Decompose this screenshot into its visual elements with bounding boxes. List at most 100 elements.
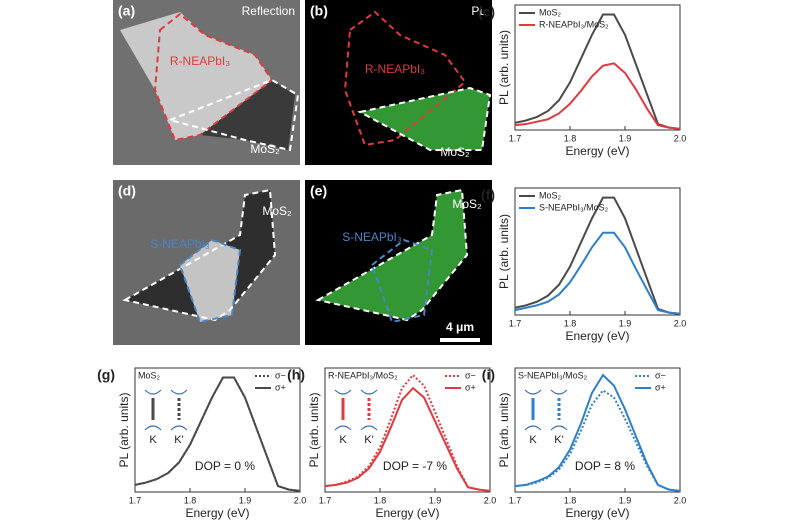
region-label: R-NEAPbI₃	[365, 62, 425, 76]
pl-curve	[324, 386, 491, 492]
y-axis-label: PL (arb. units)	[117, 393, 131, 468]
outline	[166, 78, 300, 152]
valley-band	[170, 389, 188, 431]
pl-curve	[514, 373, 681, 492]
x-tick-label: 1.7	[319, 495, 332, 505]
pl-curve	[134, 376, 301, 492]
substrate	[200, 80, 295, 150]
panel-label: (i)	[482, 367, 495, 383]
x-tick-label: 1.7	[509, 133, 522, 143]
x-tick-label: 1.9	[429, 495, 442, 505]
panel-label: (f)	[481, 187, 495, 203]
region-label: S-NEAPbI₃	[150, 237, 210, 251]
corner-label: Reflection	[242, 4, 295, 18]
outline	[122, 188, 277, 322]
panel-label: (h)	[287, 367, 305, 383]
legend-label: σ+	[465, 382, 476, 392]
valley-label: K	[149, 434, 157, 446]
plot-frame	[134, 367, 301, 493]
x-tick-label: 1.7	[509, 318, 522, 328]
inset-title: R-NEAPbI₃/MoS₂	[328, 370, 398, 380]
x-tick-label: 2.0	[294, 495, 307, 505]
x-axis-label: Energy (eV)	[375, 506, 439, 520]
scale-label: 4 μm	[446, 320, 474, 334]
y-axis-label: PL (arb. units)	[497, 393, 511, 468]
valley-band	[334, 389, 352, 431]
image-panel: (d) S-NEAPbI₃ MoS₂	[113, 180, 300, 345]
pl-curve	[134, 376, 301, 492]
x-tick-label: 2.0	[674, 495, 687, 505]
pl-region	[318, 190, 467, 320]
region-label: MoS₂	[440, 145, 470, 159]
annotation: DOP = 0 %	[195, 459, 255, 473]
region-label: MoS₂	[452, 197, 482, 211]
annotation: DOP = 8 %	[575, 459, 635, 473]
valley-band	[550, 389, 568, 431]
corner-label: PL	[471, 4, 486, 18]
x-tick-label: 1.7	[129, 495, 142, 505]
image-panel: (b) PL R-NEAPbI₃ MoS₂	[305, 0, 492, 165]
x-axis-label: Energy (eV)	[565, 506, 629, 520]
x-tick-label: 1.9	[619, 133, 632, 143]
inset-title: S-NEAPbI₃/MoS₂	[518, 370, 588, 380]
flake	[120, 12, 272, 140]
pl-curve	[514, 62, 681, 130]
legend-label: σ+	[655, 382, 666, 392]
valley-label: K	[529, 434, 537, 446]
valley-band	[144, 389, 162, 431]
panel-label: (c)	[478, 4, 495, 20]
outline	[343, 10, 467, 147]
x-tick-label: 1.9	[239, 495, 252, 505]
legend-label: σ+	[275, 382, 286, 392]
image-panel: (e) S-NEAPbI₃ MoS₂ 4 μm	[305, 180, 492, 345]
x-tick-label: 1.8	[564, 495, 577, 505]
x-axis-label: Energy (eV)	[565, 329, 629, 343]
pl-curve	[514, 13, 681, 130]
pl-curve	[514, 231, 681, 315]
outline	[153, 12, 274, 142]
inset-title: MoS₂	[138, 370, 161, 380]
x-tick-label: 2.0	[674, 318, 687, 328]
x-tick-label: 2.0	[674, 133, 687, 143]
plot-frame	[514, 367, 681, 493]
panel-label: (b)	[310, 3, 328, 19]
legend-label: σ−	[655, 370, 666, 380]
valley-band	[524, 389, 542, 431]
legend-label: σ−	[275, 370, 286, 380]
plot-frame	[514, 187, 681, 316]
x-tick-label: 1.8	[184, 495, 197, 505]
y-axis-label: PL (arb. units)	[307, 393, 321, 468]
legend-label: S-NEAPbI₃/MoS₂	[539, 202, 609, 212]
region-label: R-NEAPbI₃	[170, 54, 230, 68]
outline	[370, 238, 434, 324]
x-tick-label: 1.7	[509, 495, 522, 505]
valley-label: K	[339, 434, 347, 446]
x-tick-label: 1.9	[619, 495, 632, 505]
pl-region	[360, 88, 490, 150]
valley-label: K'	[554, 434, 563, 446]
panel-label: (a)	[118, 3, 135, 19]
x-tick-label: 1.8	[564, 318, 577, 328]
panel-label: (e)	[310, 183, 327, 199]
plot-frame	[514, 4, 681, 131]
annotation: DOP = -7 %	[383, 459, 447, 473]
x-axis-label: Energy (eV)	[565, 144, 629, 158]
legend-label: R-NEAPbI₃/MoS₂	[539, 19, 609, 29]
valley-label: K'	[364, 434, 373, 446]
outline	[178, 238, 242, 324]
substrate	[125, 190, 275, 320]
x-tick-label: 1.8	[374, 495, 387, 505]
plot-frame	[324, 367, 491, 493]
outline	[357, 86, 492, 151]
valley-band	[360, 389, 378, 431]
x-axis-label: Energy (eV)	[185, 506, 249, 520]
region-label: MoS₂	[250, 142, 280, 156]
legend-label: MoS₂	[539, 190, 562, 200]
x-tick-label: 1.8	[564, 133, 577, 143]
valley-label: K'	[174, 434, 183, 446]
pl-curve	[514, 389, 681, 492]
y-axis-label: PL (arb. units)	[497, 30, 511, 105]
panel-label: (g)	[97, 367, 115, 383]
